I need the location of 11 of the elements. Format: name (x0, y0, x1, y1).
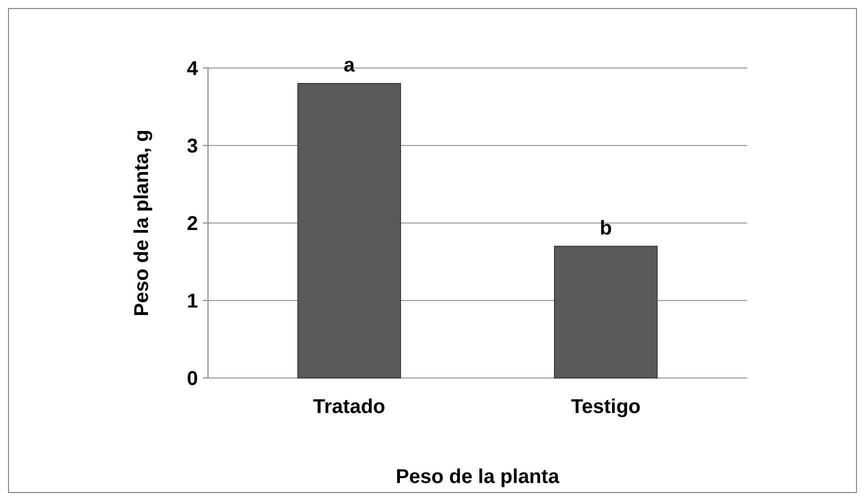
x-axis-title: Peso de la planta (396, 466, 560, 488)
y-tick-label: 3 (186, 136, 198, 158)
y-axis-title: Peso de la planta, g (131, 130, 153, 316)
x-tick-label: Testigo (571, 396, 641, 418)
y-tick-label: 0 (186, 368, 198, 390)
annotation: b (600, 217, 612, 240)
y-tick-label: 1 (186, 290, 198, 312)
y-tick-label: 4 (186, 58, 199, 80)
y-tick-label: 2 (186, 213, 198, 235)
x-tick-label: Tratado (313, 396, 386, 418)
annotation: a (344, 54, 356, 76)
